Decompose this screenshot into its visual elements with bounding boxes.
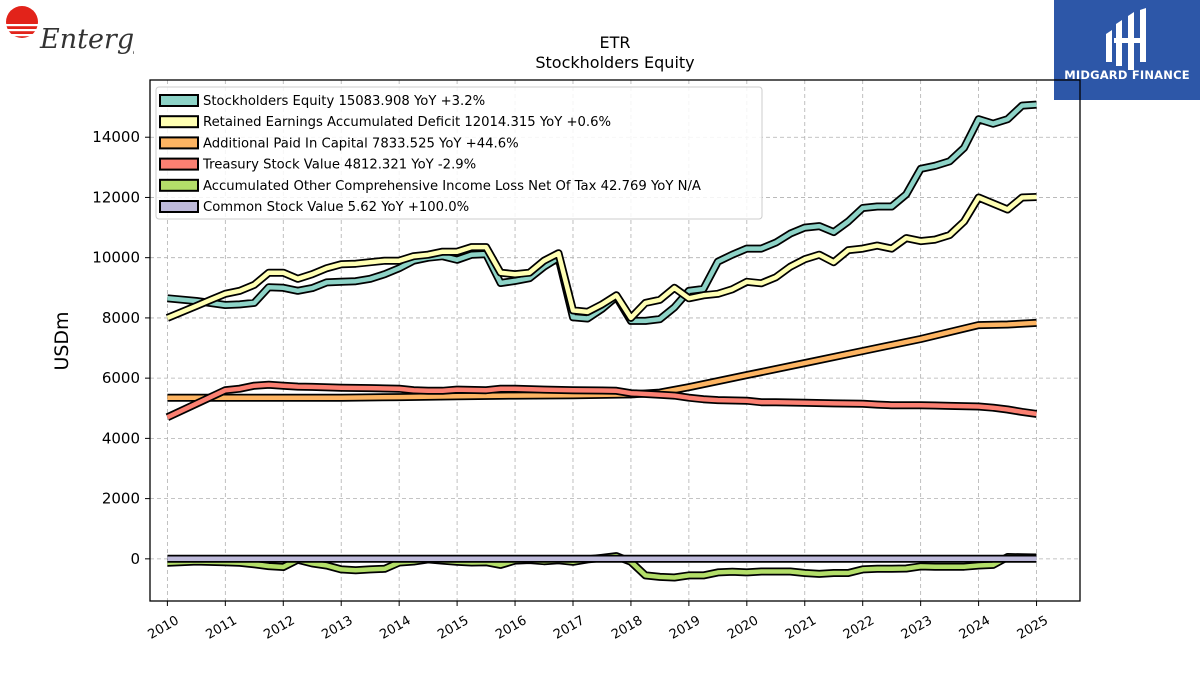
plot-frame [149,79,1081,602]
legend-label-additional-paid-in-capital: Additional Paid In Capital 7833.525 YoY … [203,136,519,151]
legend-swatch-treasury-stock-value [159,157,199,171]
legend-label-stockholders-equity: Stockholders Equity 15083.908 YoY +3.2% [203,94,485,109]
legend-swatch-common-stock-value [159,200,199,213]
legend: Stockholders Equity 15083.908 YoY +3.2% R… [155,86,763,220]
x-tick-label: 2025 [1015,613,1051,643]
legend-label-treasury-stock-value: Treasury Stock Value 4812.321 YoY -2.9% [202,158,476,173]
x-tick-label: 2020 [725,613,761,643]
midgard-emblem-icon [1106,8,1146,70]
midgard-wordmark: MIDGARD FINANCE [1064,68,1190,82]
x-tick-label: 2021 [783,613,819,643]
series-line-treasury-stock-value [166,382,1037,420]
entergy-logo: Entergy [4,4,150,60]
legend-swatch-stockholders-equity [159,94,199,107]
midgard-finance-logo: MIDGARD FINANCE [1054,0,1200,100]
y-tick-label: 8000 [102,309,140,327]
y-tick-label: 4000 [102,429,140,447]
y-tick-label: 6000 [102,369,140,387]
x-tick-label: 2011 [203,613,239,643]
y-tick-label: 12000 [92,188,140,206]
entergy-emblem-icon: Entergy [4,6,150,55]
legend-swatch-accumulated-other-comprehensive-income-loss-net-of-tax [159,178,199,192]
x-tick-label: 2012 [261,613,297,643]
legend-label-retained-earnings-accumulated-deficit: Retained Earnings Accumulated Deficit 12… [203,115,611,130]
series-line-retained-earnings-accumulated-deficit [166,194,1037,321]
legend-swatch-retained-earnings-accumulated-deficit [159,115,199,129]
x-axis: 2010 2011 2012 2013 2014 2015 2016 2017 2018 2019… [146,601,1051,643]
y-axis: 0 2000 4000 6000 8000 10000 12000 14000 [92,128,150,568]
x-tick-label: 2010 [146,613,182,643]
x-tick-label: 2018 [609,613,645,643]
y-tick-label: 2000 [102,490,140,508]
y-axis-label: USDm [51,311,73,370]
entergy-wordmark: Entergy [39,24,134,55]
x-tick-label: 2015 [435,613,471,643]
legend-label-common-stock-value: Common Stock Value 5.62 YoY +100.0% [203,200,469,215]
x-tick-label: 2023 [899,613,935,643]
chart-title: ETR [600,33,631,52]
y-tick-label: 14000 [92,128,140,146]
legend-box [155,86,763,220]
x-tick-label: 2016 [493,613,529,643]
series-layer [165,100,1038,582]
x-tick-label: 2017 [551,613,587,643]
x-tick-label: 2022 [841,613,877,643]
y-tick-label: 10000 [92,249,140,267]
y-tick-label: 0 [130,550,140,568]
x-tick-label: 2019 [667,613,703,643]
legend-swatch-additional-paid-in-capital [159,136,199,150]
legend-label-accumulated-other-comprehensive-income-loss-net-of-tax: Accumulated Other Comprehensive Income L… [203,179,701,194]
x-tick-label: 2013 [319,613,355,643]
chart-subtitle: Stockholders Equity [535,53,694,72]
x-tick-label: 2014 [377,613,413,643]
x-tick-label: 2024 [957,613,993,643]
